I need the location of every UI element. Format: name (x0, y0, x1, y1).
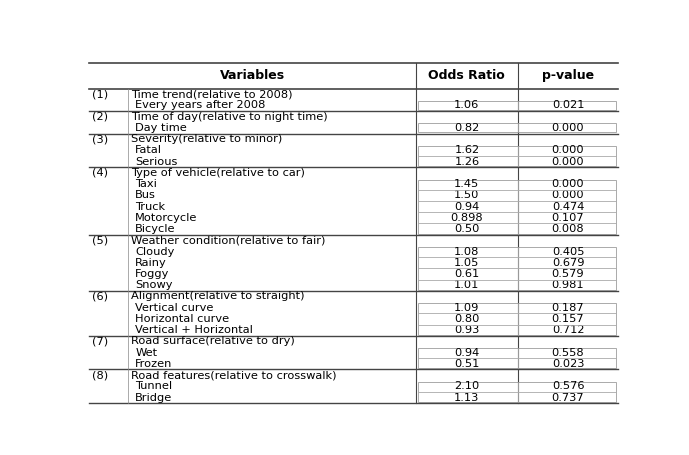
Text: 0.576: 0.576 (552, 381, 584, 391)
Text: Day time: Day time (135, 123, 187, 133)
Text: (5): (5) (92, 235, 108, 245)
Text: Wet: Wet (135, 348, 157, 358)
Text: 0.000: 0.000 (552, 190, 584, 200)
Bar (418, 123, 617, 132)
Text: 1.01: 1.01 (454, 280, 480, 290)
Text: Frozen: Frozen (135, 359, 173, 369)
Text: 0.737: 0.737 (552, 393, 584, 403)
Text: Road surface(relative to dry): Road surface(relative to dry) (131, 336, 295, 346)
Text: p-value: p-value (542, 70, 594, 82)
Text: Rainy: Rainy (135, 258, 167, 268)
Text: Time trend(relative to 2008): Time trend(relative to 2008) (131, 89, 292, 99)
Text: Time of day(relative to night time): Time of day(relative to night time) (131, 111, 327, 121)
Text: 2.10: 2.10 (454, 381, 480, 391)
Text: 0.000: 0.000 (552, 146, 584, 156)
Text: 1.08: 1.08 (454, 247, 480, 257)
Text: 1.06: 1.06 (454, 101, 480, 111)
Text: Cloudy: Cloudy (135, 247, 174, 257)
Bar (418, 303, 617, 335)
Bar (418, 101, 617, 110)
Text: 0.94: 0.94 (454, 348, 480, 358)
Bar (418, 348, 617, 369)
Text: Road features(relative to crosswalk): Road features(relative to crosswalk) (131, 370, 336, 380)
Text: 0.50: 0.50 (454, 224, 480, 234)
Text: 0.187: 0.187 (552, 303, 584, 313)
Text: Bus: Bus (135, 190, 156, 200)
Text: 0.51: 0.51 (454, 359, 480, 369)
Text: (3): (3) (92, 134, 108, 144)
Text: Odds Ratio: Odds Ratio (429, 70, 505, 82)
Text: Snowy: Snowy (135, 280, 173, 290)
Text: 1.05: 1.05 (454, 258, 480, 268)
Text: 0.558: 0.558 (552, 348, 584, 358)
Text: 0.679: 0.679 (552, 258, 584, 268)
Bar (418, 382, 617, 402)
Text: (6): (6) (92, 292, 108, 302)
Text: Bridge: Bridge (135, 393, 172, 403)
Text: 0.61: 0.61 (454, 269, 480, 279)
Text: 0.021: 0.021 (552, 101, 584, 111)
Text: 1.09: 1.09 (454, 303, 480, 313)
Text: (4): (4) (92, 168, 108, 178)
Text: (8): (8) (92, 370, 108, 380)
Text: 0.023: 0.023 (552, 359, 584, 369)
Text: Type of vehicle(relative to car): Type of vehicle(relative to car) (131, 168, 305, 178)
Text: 1.13: 1.13 (454, 393, 480, 403)
Text: Truck: Truck (135, 202, 165, 212)
Text: 0.898: 0.898 (451, 213, 483, 223)
Text: 1.26: 1.26 (454, 157, 480, 167)
Text: 0.157: 0.157 (552, 314, 584, 324)
Text: 0.579: 0.579 (552, 269, 584, 279)
Text: 0.107: 0.107 (552, 213, 584, 223)
Text: (1): (1) (92, 89, 108, 99)
Bar (418, 146, 617, 166)
Text: Taxi: Taxi (135, 179, 157, 189)
Text: 0.94: 0.94 (454, 202, 480, 212)
Text: Bicycle: Bicycle (135, 224, 176, 234)
Text: 1.62: 1.62 (454, 146, 480, 156)
Text: Every years after 2008: Every years after 2008 (135, 101, 266, 111)
Text: Motorcycle: Motorcycle (135, 213, 198, 223)
Text: 0.80: 0.80 (454, 314, 480, 324)
Text: Horizontal curve: Horizontal curve (135, 314, 229, 324)
Text: 0.000: 0.000 (552, 179, 584, 189)
Text: 1.45: 1.45 (454, 179, 480, 189)
Text: 0.82: 0.82 (454, 123, 480, 133)
Text: Tunnel: Tunnel (135, 381, 172, 391)
Text: 0.93: 0.93 (454, 325, 480, 335)
Text: 0.008: 0.008 (552, 224, 584, 234)
Text: 1.50: 1.50 (454, 190, 480, 200)
Text: 0.405: 0.405 (552, 247, 584, 257)
Text: (7): (7) (92, 336, 108, 346)
Text: 0.474: 0.474 (552, 202, 584, 212)
Text: 0.712: 0.712 (552, 325, 584, 335)
Bar (418, 180, 617, 233)
Text: Foggy: Foggy (135, 269, 169, 279)
Text: Weather condition(relative to fair): Weather condition(relative to fair) (131, 235, 325, 245)
Text: 0.981: 0.981 (552, 280, 584, 290)
Text: Fatal: Fatal (135, 146, 162, 156)
Text: Vertical curve: Vertical curve (135, 303, 214, 313)
Bar (418, 247, 617, 290)
Text: (2): (2) (92, 111, 108, 121)
Text: 0.000: 0.000 (552, 123, 584, 133)
Text: Alignment(relative to straight): Alignment(relative to straight) (131, 292, 305, 302)
Text: 0.000: 0.000 (552, 157, 584, 167)
Text: Vertical + Horizontal: Vertical + Horizontal (135, 325, 253, 335)
Text: Severity(relative to minor): Severity(relative to minor) (131, 134, 282, 144)
Text: Variables: Variables (220, 70, 285, 82)
Text: Serious: Serious (135, 157, 178, 167)
